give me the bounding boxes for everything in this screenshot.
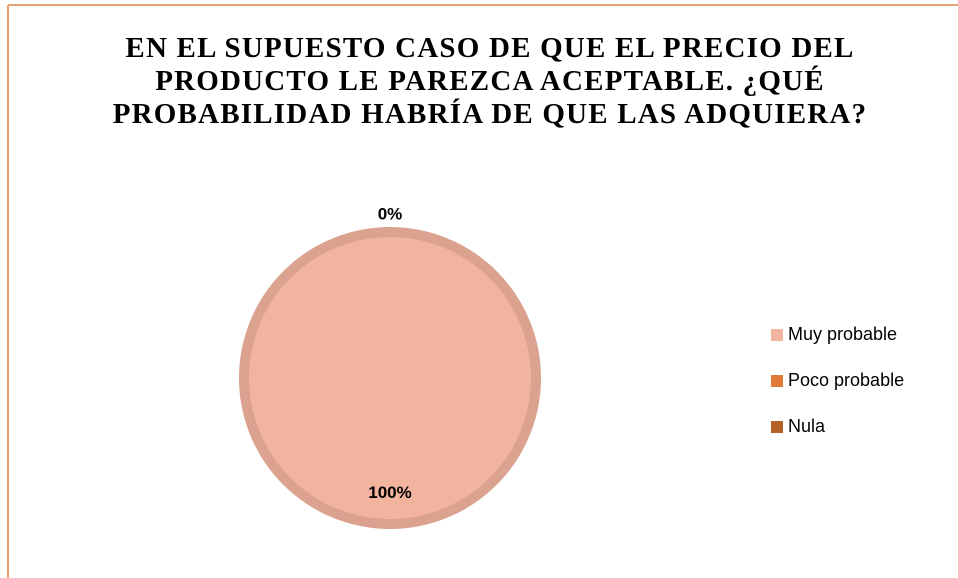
legend-label: Nula: [788, 416, 826, 436]
pie-slice: [239, 227, 541, 529]
legend-swatch: [771, 329, 783, 341]
legend-label: Poco probable: [788, 370, 904, 390]
legend-swatch: [771, 375, 783, 387]
legend-label: Muy probable: [788, 324, 897, 344]
legend-swatch: [771, 421, 783, 433]
data-label: 0%: [378, 204, 403, 223]
chart-title: EN EL SUPUESTO CASO DE QUE EL PRECIO DEL…: [112, 32, 868, 130]
data-label: 100%: [368, 483, 411, 502]
